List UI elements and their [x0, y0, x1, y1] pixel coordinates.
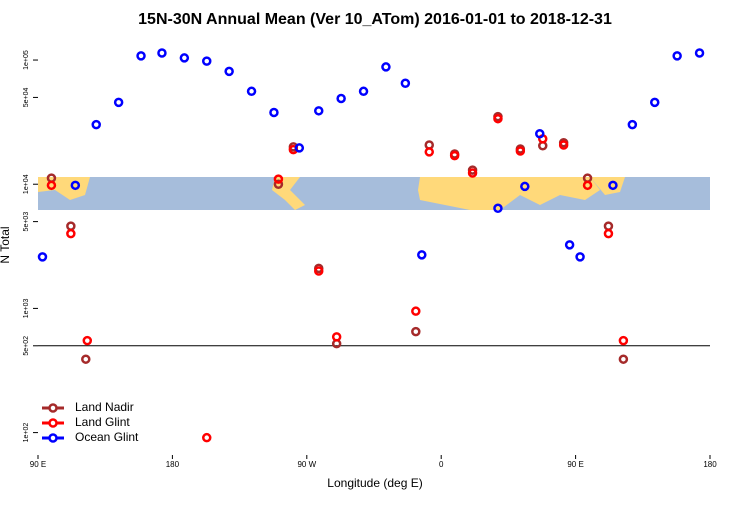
legend-marker — [48, 418, 58, 428]
point — [157, 48, 167, 58]
point — [520, 181, 530, 192]
x-tick-label: 180 — [166, 460, 180, 469]
point — [179, 53, 190, 63]
point — [627, 119, 638, 130]
point — [273, 174, 284, 184]
point — [91, 119, 101, 130]
point — [246, 86, 257, 97]
point — [582, 180, 593, 191]
point — [515, 146, 526, 156]
point — [649, 97, 660, 108]
point — [201, 432, 212, 443]
point — [46, 180, 57, 191]
point — [82, 335, 93, 346]
point — [224, 66, 234, 77]
x-tick-label: 90 E — [30, 460, 46, 469]
point — [358, 86, 369, 97]
point — [467, 168, 478, 178]
chart-title: 15N-30N Annual Mean (Ver 10_ATom) 2016-0… — [138, 11, 612, 28]
point — [424, 147, 435, 157]
point — [694, 48, 705, 58]
point — [136, 51, 146, 61]
map-strip — [38, 177, 710, 210]
point — [449, 150, 460, 161]
point — [603, 221, 614, 231]
point — [37, 252, 48, 262]
point — [273, 179, 284, 189]
x-tick-label: 90 E — [567, 460, 583, 469]
point — [201, 56, 212, 66]
y-tick-label: 5e+04 — [23, 87, 30, 107]
y-tick-label: 1e+02 — [23, 423, 30, 443]
point — [575, 252, 585, 262]
point — [66, 221, 76, 231]
point — [411, 326, 421, 337]
point — [66, 228, 76, 239]
x-axis-label: Longitude (deg E) — [327, 476, 422, 490]
point — [417, 250, 427, 260]
y-tick-label: 1e+03 — [23, 298, 30, 318]
y-tick-label: 5e+03 — [23, 212, 30, 232]
x-tick-label: 90 W — [297, 460, 316, 469]
point — [81, 354, 91, 364]
point — [70, 180, 81, 191]
point — [400, 78, 411, 89]
point — [493, 203, 503, 214]
point — [618, 335, 629, 346]
point — [381, 62, 391, 72]
point — [603, 228, 614, 239]
point — [313, 266, 324, 276]
point — [564, 240, 575, 250]
legend-label: Ocean Glint — [75, 430, 139, 444]
point — [493, 113, 503, 124]
point — [672, 51, 682, 61]
point — [411, 306, 421, 316]
point — [558, 140, 569, 150]
point — [608, 180, 618, 191]
point — [113, 97, 124, 108]
x-tick-label: 180 — [703, 460, 717, 469]
legend-marker — [48, 403, 58, 413]
legend-marker — [48, 433, 58, 443]
point — [294, 143, 305, 153]
y-tick-label: 5e+02 — [23, 336, 30, 356]
legend-label: Land Nadir — [75, 400, 134, 414]
point — [313, 106, 324, 116]
point — [269, 107, 279, 118]
legend-label: Land Glint — [75, 415, 130, 429]
y-axis-label: N Total — [0, 226, 12, 263]
y-tick-label: 1e+05 — [23, 50, 30, 70]
x-tick-label: 0 — [439, 460, 444, 469]
point — [535, 128, 545, 139]
y-tick-label: 1e+04 — [23, 174, 30, 194]
point — [618, 354, 629, 364]
point — [331, 332, 342, 342]
point — [336, 93, 346, 104]
